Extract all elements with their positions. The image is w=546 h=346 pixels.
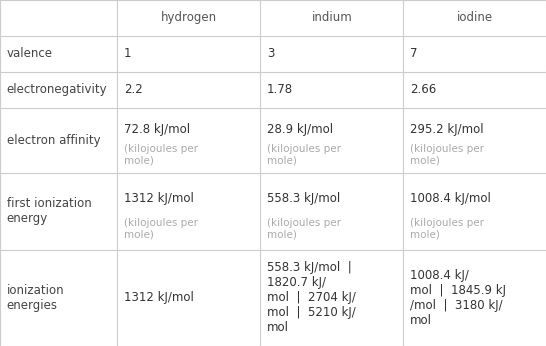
Text: (kilojoules per
mole): (kilojoules per mole) [267, 144, 341, 166]
Text: 1008.4 kJ/mol: 1008.4 kJ/mol [410, 192, 491, 205]
Text: 2.66: 2.66 [410, 83, 436, 96]
Text: (kilojoules per
mole): (kilojoules per mole) [124, 144, 198, 166]
Text: 72.8 kJ/mol: 72.8 kJ/mol [124, 123, 190, 136]
Text: (kilojoules per
mole): (kilojoules per mole) [124, 218, 198, 239]
Text: first ionization
energy: first ionization energy [7, 198, 91, 226]
Text: 28.9 kJ/mol: 28.9 kJ/mol [267, 123, 333, 136]
Text: electronegativity: electronegativity [7, 83, 107, 96]
Text: 2.2: 2.2 [124, 83, 143, 96]
Text: 558.3 kJ/mol: 558.3 kJ/mol [267, 192, 340, 205]
Text: hydrogen: hydrogen [161, 11, 217, 25]
Text: indium: indium [312, 11, 352, 25]
Text: valence: valence [7, 47, 52, 60]
Text: 558.3 kJ/mol  |
1820.7 kJ/
mol  |  2704 kJ/
mol  |  5210 kJ/
mol: 558.3 kJ/mol | 1820.7 kJ/ mol | 2704 kJ/… [267, 261, 356, 334]
Text: ionization
energies: ionization energies [7, 284, 64, 312]
Text: 1008.4 kJ/
mol  |  1845.9 kJ
/mol  |  3180 kJ/
mol: 1008.4 kJ/ mol | 1845.9 kJ /mol | 3180 k… [410, 269, 506, 327]
Text: 295.2 kJ/mol: 295.2 kJ/mol [410, 123, 484, 136]
Text: electron affinity: electron affinity [7, 134, 100, 147]
Text: 1: 1 [124, 47, 132, 60]
Text: 3: 3 [267, 47, 275, 60]
Text: 1.78: 1.78 [267, 83, 293, 96]
Text: (kilojoules per
mole): (kilojoules per mole) [410, 218, 484, 239]
Text: 7: 7 [410, 47, 418, 60]
Text: 1312 kJ/mol: 1312 kJ/mol [124, 192, 194, 205]
Text: 1312 kJ/mol: 1312 kJ/mol [124, 291, 194, 304]
Text: (kilojoules per
mole): (kilojoules per mole) [267, 218, 341, 239]
Text: (kilojoules per
mole): (kilojoules per mole) [410, 144, 484, 166]
Text: iodine: iodine [456, 11, 493, 25]
